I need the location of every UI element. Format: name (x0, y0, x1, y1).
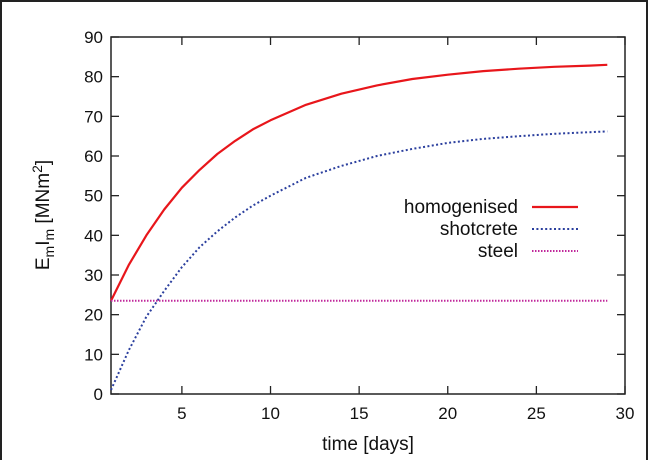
y-label-i: I (33, 241, 54, 246)
legend-label-steel: steel (478, 241, 518, 262)
x-tick-label: 25 (527, 404, 546, 423)
axis-ticks: 0 10 20 30 40 50 60 70 80 90 5 10 15 20 25 30 (84, 28, 634, 423)
y-tick-label: 60 (84, 147, 103, 166)
series-line-homogenised (110, 63, 608, 302)
y-tick-label: 80 (84, 68, 103, 87)
y-tick-label: 90 (84, 28, 103, 47)
y-tick-label: 0 (94, 385, 103, 404)
y-tick-label: 40 (84, 226, 103, 245)
y-axis-label: EmIm [MNm2] (29, 160, 57, 270)
legend-label-homogenised: homogenised (404, 197, 518, 218)
y-tick-label: 10 (84, 345, 103, 364)
x-tick-label: 5 (177, 404, 186, 423)
series-line-shotcrete (110, 130, 608, 391)
y-tick-label: 20 (84, 306, 103, 325)
x-tick-label: 30 (616, 404, 635, 423)
y-label-sub-m1: m (41, 246, 57, 258)
plot-area (110, 36, 626, 395)
y-label-unit-close: ] (33, 160, 54, 165)
x-axis-label: time [days] (322, 434, 414, 455)
y-tick-label: 30 (84, 266, 103, 285)
y-label-e: E (33, 257, 54, 270)
x-tick-label: 10 (261, 404, 280, 423)
y-tick-label: 50 (84, 187, 103, 206)
x-tick-label: 15 (350, 404, 369, 423)
y-label-sub-m2: m (41, 229, 57, 241)
x-tick-label: 20 (438, 404, 457, 423)
plot-border (110, 36, 626, 395)
y-label-exp: 2 (29, 165, 45, 173)
legend-label-shotcrete: shotcrete (440, 219, 518, 240)
y-tick-label: 70 (84, 107, 103, 126)
y-label-unit: [MNm (33, 173, 54, 229)
series-layer (110, 63, 608, 391)
